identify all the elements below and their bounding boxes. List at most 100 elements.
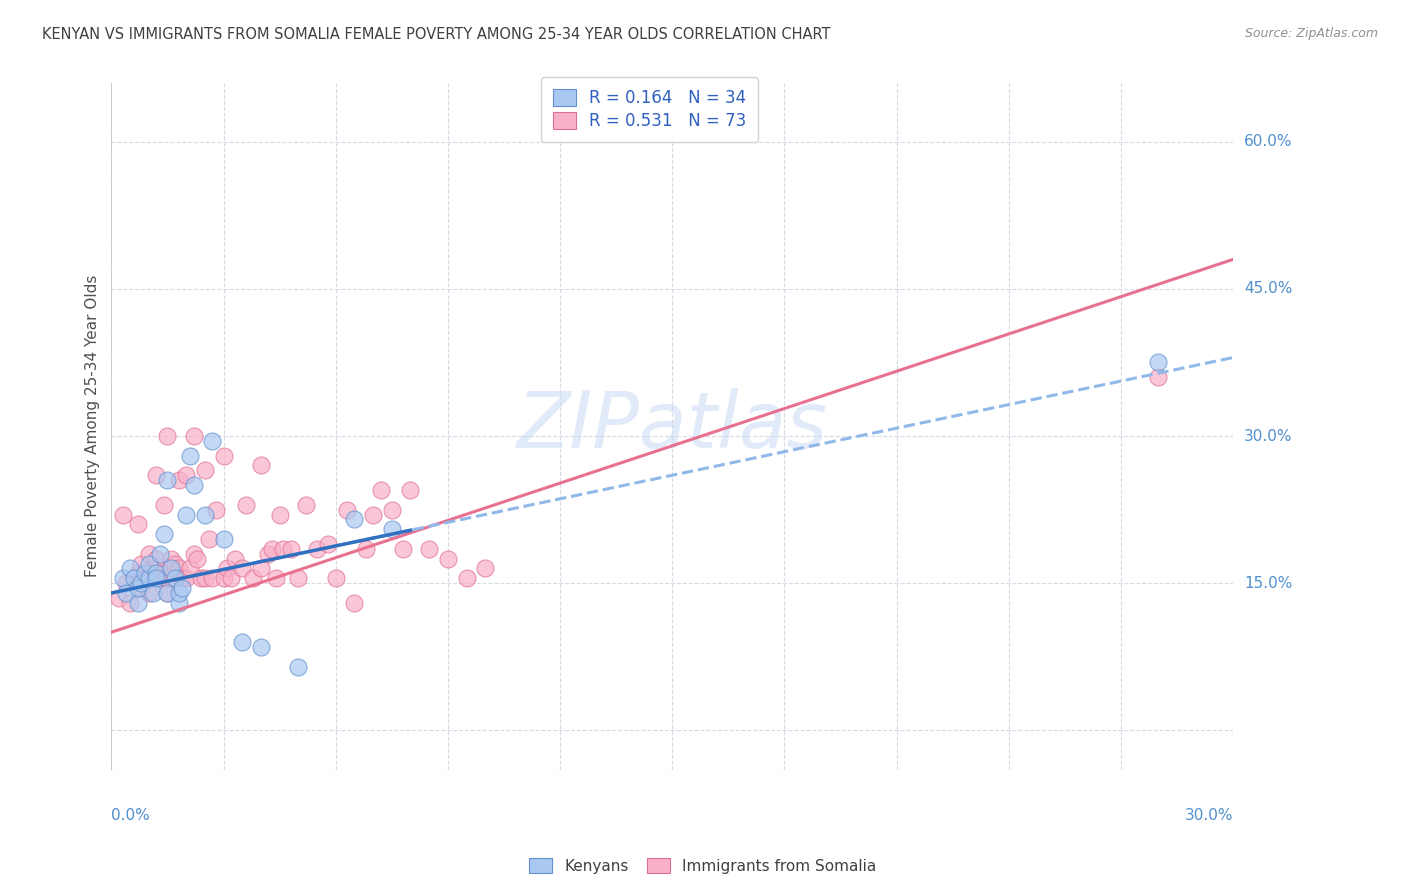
Point (160, 551, 183, 566)
Point (262, 541, 284, 556)
Text: 0.0%: 0.0% (111, 808, 150, 823)
Point (235, 498, 257, 512)
Point (167, 596, 190, 610)
Point (167, 586, 190, 600)
Point (172, 571, 194, 585)
Point (141, 586, 163, 600)
Point (138, 547, 160, 561)
Point (336, 502, 359, 516)
Point (179, 449, 201, 463)
Point (183, 478, 205, 492)
Point (399, 483, 422, 497)
Point (131, 557, 153, 571)
Point (201, 571, 224, 585)
Point (156, 586, 179, 600)
Point (167, 561, 190, 575)
Point (131, 581, 153, 595)
Text: ZIPatlas: ZIPatlas (517, 388, 828, 464)
Point (152, 498, 174, 512)
Point (183, 547, 205, 561)
Point (134, 566, 156, 581)
Point (269, 508, 291, 522)
Point (205, 502, 228, 516)
Point (183, 429, 205, 443)
Point (149, 566, 172, 581)
Point (122, 571, 145, 585)
Text: 60.0%: 60.0% (1244, 134, 1292, 149)
Point (138, 586, 160, 600)
Point (280, 541, 302, 556)
Point (242, 571, 264, 585)
Point (316, 537, 339, 551)
Text: 30.0%: 30.0% (1244, 428, 1292, 443)
Point (138, 557, 160, 571)
Point (186, 551, 208, 566)
Point (273, 541, 295, 556)
Point (131, 576, 153, 591)
Point (212, 571, 235, 585)
Point (354, 541, 377, 556)
Point (194, 508, 217, 522)
Point (122, 571, 145, 585)
Point (174, 508, 197, 522)
Point (127, 581, 149, 595)
Point (1147, 370, 1170, 384)
Point (127, 596, 149, 610)
Point (194, 571, 217, 585)
Text: Source: ZipAtlas.com: Source: ZipAtlas.com (1244, 27, 1378, 40)
Point (179, 561, 201, 575)
Point (257, 547, 280, 561)
Text: 45.0%: 45.0% (1244, 281, 1292, 296)
Point (287, 571, 309, 585)
Point (212, 532, 235, 546)
Point (437, 551, 460, 566)
Point (127, 517, 149, 532)
Point (156, 429, 179, 443)
Point (381, 522, 404, 536)
Point (197, 532, 219, 546)
Point (163, 557, 186, 571)
Point (160, 561, 183, 575)
Point (295, 498, 318, 512)
Point (167, 473, 190, 487)
Point (305, 541, 328, 556)
Point (174, 468, 197, 483)
Point (145, 571, 167, 585)
Point (231, 635, 253, 649)
Point (145, 566, 167, 581)
Y-axis label: Female Poverty Among 25-34 Year Olds: Female Poverty Among 25-34 Year Olds (86, 275, 100, 577)
Point (141, 561, 163, 575)
Point (152, 527, 174, 541)
Point (163, 571, 186, 585)
Point (474, 561, 496, 575)
Legend: R = 0.164   N = 34, R = 0.531   N = 73: R = 0.164 N = 34, R = 0.531 N = 73 (541, 78, 758, 142)
Point (120, 596, 142, 610)
Point (127, 566, 149, 581)
Point (250, 458, 273, 473)
Point (149, 547, 172, 561)
Point (287, 659, 309, 673)
Point (174, 571, 197, 585)
Point (194, 463, 217, 477)
Text: 15.0%: 15.0% (1244, 575, 1292, 591)
Point (138, 571, 160, 585)
Point (201, 434, 224, 448)
Point (108, 591, 131, 605)
Point (138, 571, 160, 585)
Point (217, 561, 239, 575)
Point (156, 571, 179, 585)
Point (115, 576, 138, 591)
Text: KENYAN VS IMMIGRANTS FROM SOMALIA FEMALE POVERTY AMONG 25-34 YEAR OLDS CORRELATI: KENYAN VS IMMIGRANTS FROM SOMALIA FEMALE… (42, 27, 831, 42)
Point (456, 571, 478, 585)
Point (111, 571, 134, 585)
Point (343, 596, 366, 610)
Point (111, 508, 134, 522)
Point (149, 571, 172, 585)
Text: 30.0%: 30.0% (1184, 808, 1233, 823)
Point (156, 473, 179, 487)
Point (145, 551, 167, 566)
Point (120, 561, 142, 575)
Point (224, 551, 246, 566)
Point (370, 483, 392, 497)
Point (325, 571, 347, 585)
